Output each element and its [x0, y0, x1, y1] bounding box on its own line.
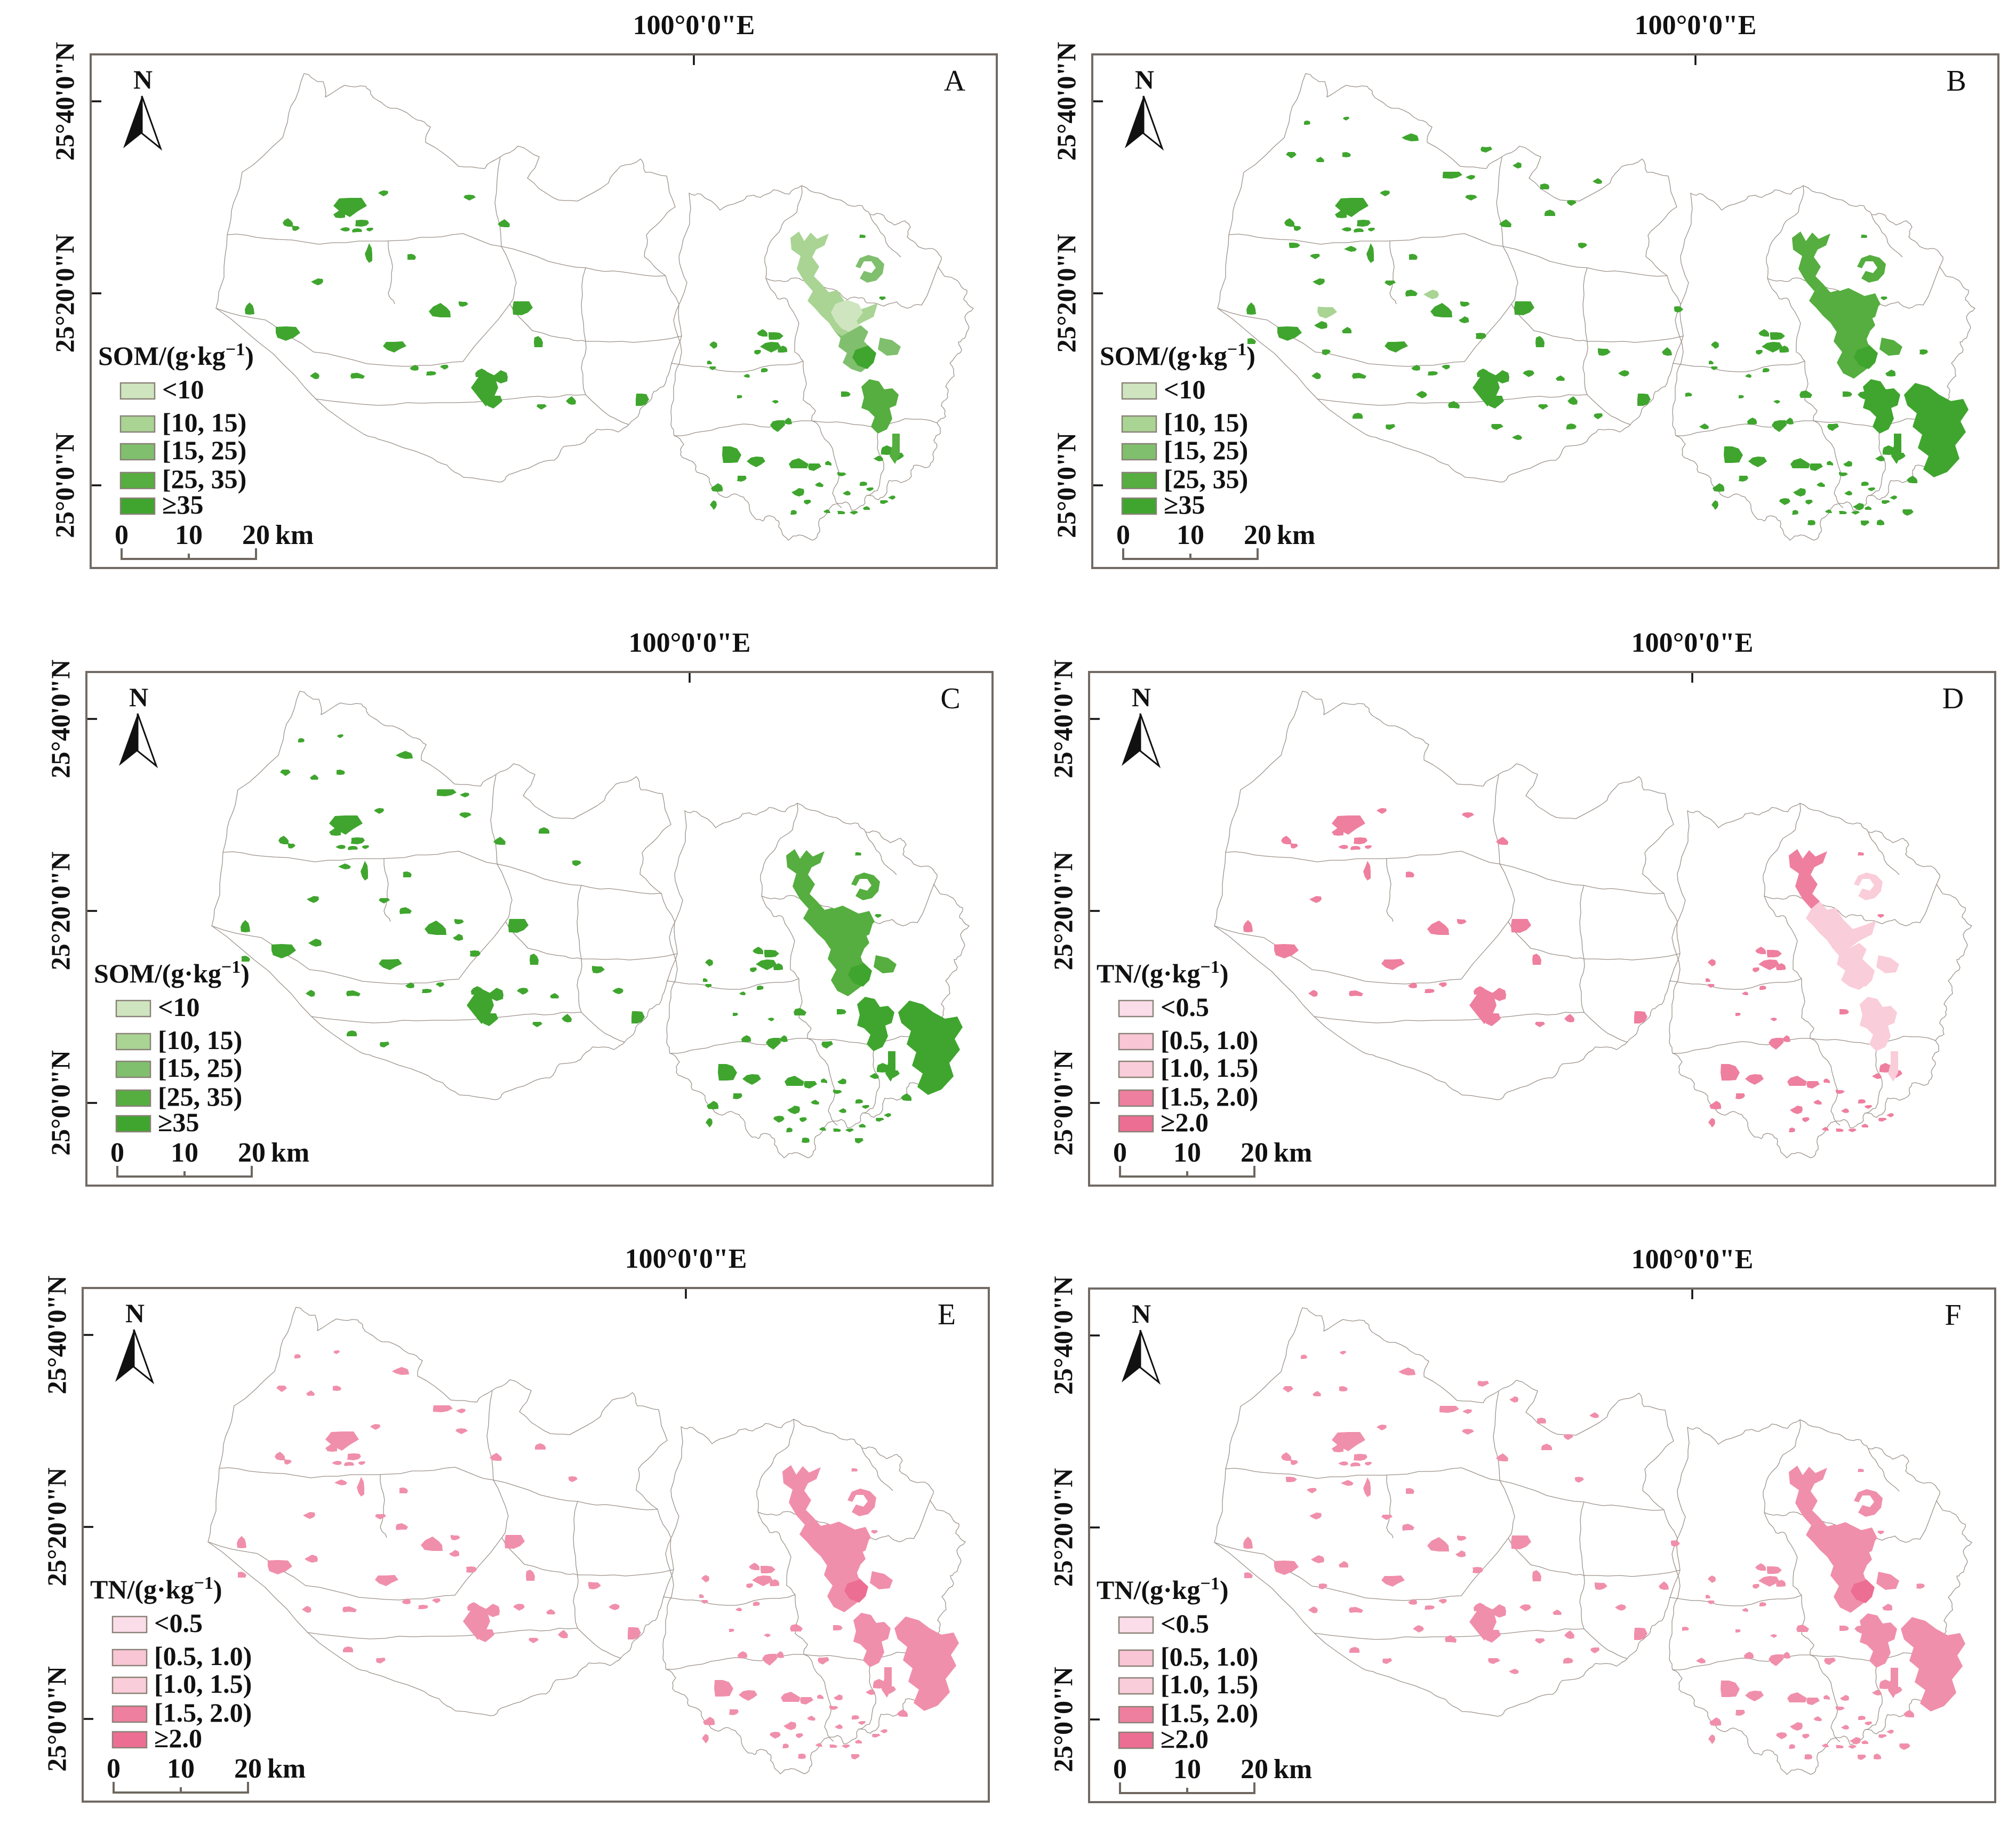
- svg-text:25°0'0"N: 25°0'0"N: [45, 1050, 75, 1156]
- svg-text:F: F: [1945, 1299, 1961, 1332]
- svg-text:25°20'0"N: 25°20'0"N: [1048, 1468, 1078, 1587]
- svg-text:25°40'0"N: 25°40'0"N: [50, 42, 79, 161]
- svg-text:25°0'0"N: 25°0'0"N: [42, 1666, 71, 1772]
- svg-text:100°0'0"E: 100°0'0"E: [1635, 10, 1757, 41]
- svg-text:25°40'0"N: 25°40'0"N: [42, 1276, 71, 1395]
- svg-text:100°0'0"E: 100°0'0"E: [625, 1244, 747, 1274]
- svg-text:25°20'0"N: 25°20'0"N: [1051, 234, 1081, 353]
- svg-text:25°20'0"N: 25°20'0"N: [42, 1468, 71, 1587]
- svg-text:25°40'0"N: 25°40'0"N: [45, 660, 75, 779]
- svg-text:100°0'0"E: 100°0'0"E: [1631, 1244, 1754, 1275]
- svg-text:25°40'0"N: 25°40'0"N: [1048, 660, 1078, 779]
- svg-text:25°0'0"N: 25°0'0"N: [1048, 1050, 1078, 1156]
- svg-text:25°40'0"N: 25°40'0"N: [1051, 42, 1081, 161]
- svg-text:A: A: [944, 65, 966, 98]
- svg-text:D: D: [1942, 682, 1964, 715]
- svg-text:25°0'0"N: 25°0'0"N: [1048, 1667, 1078, 1772]
- svg-text:25°0'0"N: 25°0'0"N: [50, 433, 79, 538]
- svg-text:25°20'0"N: 25°20'0"N: [1048, 852, 1078, 971]
- svg-text:100°0'0"E: 100°0'0"E: [633, 10, 755, 41]
- svg-text:25°20'0"N: 25°20'0"N: [50, 234, 79, 353]
- svg-text:100°0'0"E: 100°0'0"E: [1631, 628, 1754, 658]
- svg-text:100°0'0"E: 100°0'0"E: [629, 628, 751, 658]
- svg-text:E: E: [938, 1298, 956, 1331]
- svg-text:B: B: [1946, 65, 1966, 98]
- svg-text:25°40'0"N: 25°40'0"N: [1048, 1276, 1078, 1395]
- svg-text:25°0'0"N: 25°0'0"N: [1051, 433, 1081, 538]
- svg-text:25°20'0"N: 25°20'0"N: [45, 852, 75, 971]
- svg-text:C: C: [940, 682, 960, 715]
